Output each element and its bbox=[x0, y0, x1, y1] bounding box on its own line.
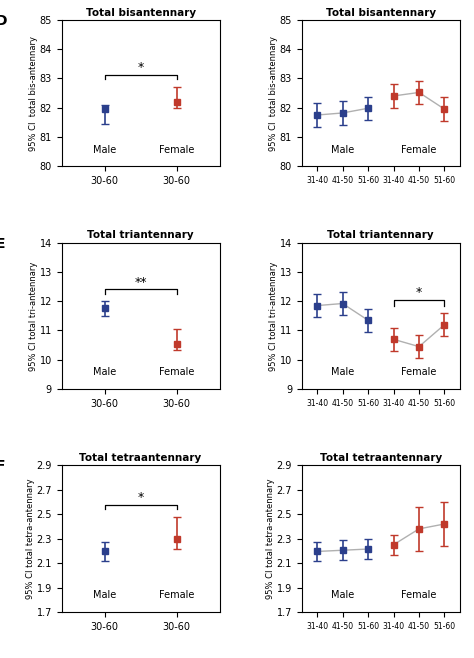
Text: Female: Female bbox=[159, 590, 194, 600]
Y-axis label: 95% CI  total bis-antennary: 95% CI total bis-antennary bbox=[29, 36, 38, 151]
Y-axis label: 95% CI total tri-antennary: 95% CI total tri-antennary bbox=[29, 261, 38, 370]
Title: Total bisantennary: Total bisantennary bbox=[326, 8, 436, 18]
Y-axis label: 95% CI total tetra-antennary: 95% CI total tetra-antennary bbox=[26, 478, 35, 599]
Text: Male: Male bbox=[331, 145, 354, 155]
Text: Female: Female bbox=[401, 145, 437, 155]
Y-axis label: 95% CI  total bis-antennary: 95% CI total bis-antennary bbox=[269, 36, 278, 151]
Text: D: D bbox=[0, 14, 7, 28]
Text: Female: Female bbox=[401, 590, 437, 600]
Title: Total tetraantennary: Total tetraantennary bbox=[319, 453, 442, 463]
Text: Male: Male bbox=[93, 367, 116, 378]
Text: E: E bbox=[0, 237, 5, 251]
Y-axis label: 95% CI total tri-antennary: 95% CI total tri-antennary bbox=[269, 261, 278, 370]
Title: Total tetraantennary: Total tetraantennary bbox=[80, 453, 202, 463]
Y-axis label: 95% CI total tetra-antennary: 95% CI total tetra-antennary bbox=[266, 478, 275, 599]
Title: Total triantennary: Total triantennary bbox=[87, 230, 194, 240]
Text: *: * bbox=[416, 286, 422, 299]
Text: **: ** bbox=[134, 276, 147, 289]
Title: Total triantennary: Total triantennary bbox=[328, 230, 434, 240]
Text: *: * bbox=[137, 61, 144, 74]
Text: Male: Male bbox=[331, 590, 354, 600]
Text: Male: Male bbox=[93, 590, 116, 600]
Title: Total bisantennary: Total bisantennary bbox=[86, 8, 196, 18]
Text: Female: Female bbox=[159, 367, 194, 378]
Text: Female: Female bbox=[159, 145, 194, 155]
Text: F: F bbox=[0, 459, 5, 474]
Text: *: * bbox=[137, 492, 144, 504]
Text: Male: Male bbox=[331, 367, 354, 378]
Text: Male: Male bbox=[93, 145, 116, 155]
Text: Female: Female bbox=[401, 367, 437, 378]
